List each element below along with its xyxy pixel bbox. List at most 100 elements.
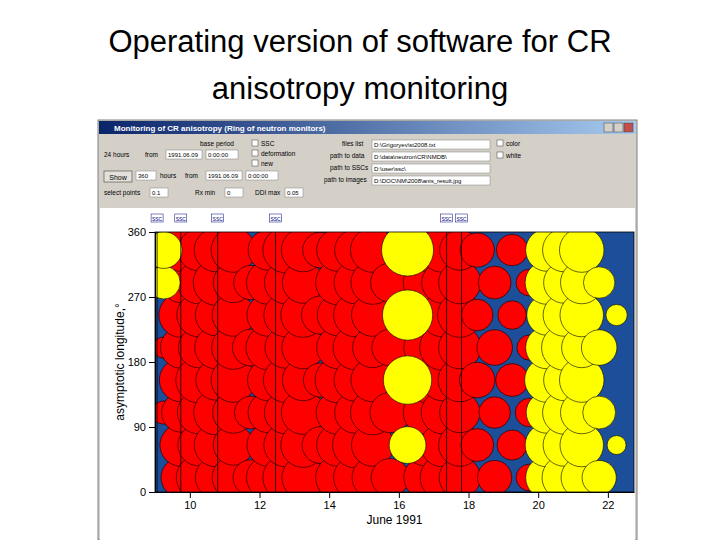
tick: 16 (393, 492, 405, 511)
text-field[interactable] (372, 152, 490, 161)
checkbox[interactable] (497, 152, 503, 158)
text-field[interactable] (206, 150, 238, 159)
tick: 10 (184, 492, 196, 511)
ssc-box (456, 214, 468, 222)
bubble (496, 234, 527, 265)
tick-mark (538, 492, 539, 498)
ssc-box (270, 214, 282, 222)
text-field[interactable] (166, 150, 202, 159)
checkbox-label[interactable]: SSC (261, 140, 275, 147)
text-field[interactable] (372, 164, 490, 173)
button[interactable] (104, 171, 132, 182)
control-label: files list (342, 140, 364, 147)
tick: 22 (602, 492, 614, 511)
tick-label: 18 (463, 499, 475, 511)
ssc-line (461, 232, 462, 492)
bubble (583, 396, 616, 429)
checkbox-label[interactable]: new (261, 160, 273, 167)
ssc-line (275, 232, 276, 492)
tick-mark (399, 492, 400, 498)
bubble (478, 266, 511, 299)
field-value[interactable]: 0 (227, 190, 231, 196)
tick-mark (149, 362, 155, 363)
text-field[interactable] (136, 171, 156, 180)
bubble (155, 266, 180, 299)
field-value[interactable]: 0.1 (152, 190, 161, 196)
control-label: Rx min (195, 189, 216, 196)
text-field[interactable] (206, 171, 242, 180)
x-axis-title: June 1991 (366, 513, 422, 527)
tick: 12 (254, 492, 266, 511)
tick-label: 20 (533, 499, 545, 511)
tick: 18 (463, 492, 475, 511)
control-label: base period (200, 140, 234, 148)
bubble (479, 397, 510, 428)
field-value[interactable]: D:\DOC\NM\2008\anis_result.jpg (374, 178, 461, 184)
tick-label: 12 (254, 499, 266, 511)
checkbox[interactable] (252, 160, 258, 166)
tick-mark (260, 492, 261, 498)
checkbox-label[interactable]: deformation (261, 150, 296, 157)
window-button[interactable] (624, 123, 633, 132)
field-value[interactable]: D:\user\ssc\ (374, 166, 406, 172)
tick-mark (329, 492, 330, 498)
bubble (559, 232, 604, 272)
bubble (581, 330, 617, 366)
bubble (460, 233, 494, 267)
control-label: 24 hours (104, 151, 130, 158)
tick: 90 (134, 421, 155, 433)
text-field[interactable] (225, 188, 243, 197)
bubble (478, 460, 512, 492)
field-value[interactable]: D:\data\neutron\CR\NMDB\ (374, 154, 447, 160)
field-value[interactable]: 360 (138, 173, 149, 179)
tick: 270 (128, 291, 155, 303)
tick-label: 180 (128, 356, 146, 368)
bubble (382, 290, 432, 340)
control-label: DDI max (255, 189, 281, 196)
checkbox[interactable] (252, 150, 258, 156)
window-button[interactable] (604, 123, 613, 132)
text-field[interactable] (246, 171, 278, 180)
text-field[interactable] (372, 176, 490, 185)
control-label: path to images (324, 176, 367, 184)
tick-mark (469, 492, 470, 498)
checkbox-label[interactable]: white (505, 152, 522, 159)
field-value[interactable]: 1991.06.09 (168, 152, 199, 158)
field-value[interactable]: 0.05 (287, 190, 299, 196)
bubble (371, 459, 409, 492)
slide-title: Operating version of software for CRanis… (108, 24, 611, 106)
tick-label: 14 (324, 499, 336, 511)
ssc-label: SSC (176, 216, 187, 222)
button-label[interactable]: Show (109, 174, 127, 181)
tick-label: 360 (128, 226, 146, 238)
tick-mark (608, 492, 609, 498)
checkbox[interactable] (497, 140, 503, 146)
field-value[interactable]: 0:00:00 (248, 173, 269, 179)
control-label: from (185, 172, 198, 179)
tick: 14 (324, 492, 336, 511)
field-value[interactable]: 0:00:00 (208, 152, 229, 158)
field-value[interactable]: D:\Grigoryev\st2008.txt (374, 142, 436, 148)
title-bar (99, 121, 636, 134)
tick-mark (190, 492, 191, 498)
checkbox-label[interactable]: color (506, 140, 521, 147)
text-field[interactable] (150, 188, 168, 197)
control-label: path to data (330, 152, 365, 160)
text-field[interactable] (285, 188, 303, 197)
bubble (497, 430, 527, 460)
text-field[interactable] (372, 140, 490, 149)
chart-area (100, 208, 635, 540)
ssc-box (441, 214, 453, 222)
ssc-line (157, 232, 158, 492)
ssc-label: SSC (441, 216, 452, 222)
checkbox[interactable] (252, 140, 258, 146)
bubble (389, 427, 426, 464)
ssc-line (180, 232, 181, 492)
ssc-label: SSC (152, 216, 163, 222)
ssc-line (446, 232, 447, 492)
tick-mark (149, 492, 155, 493)
ssc-label: SSC (213, 216, 224, 222)
field-value[interactable]: 1991.06.09 (208, 173, 239, 179)
window-button[interactable] (614, 123, 623, 132)
bubble (496, 364, 529, 397)
